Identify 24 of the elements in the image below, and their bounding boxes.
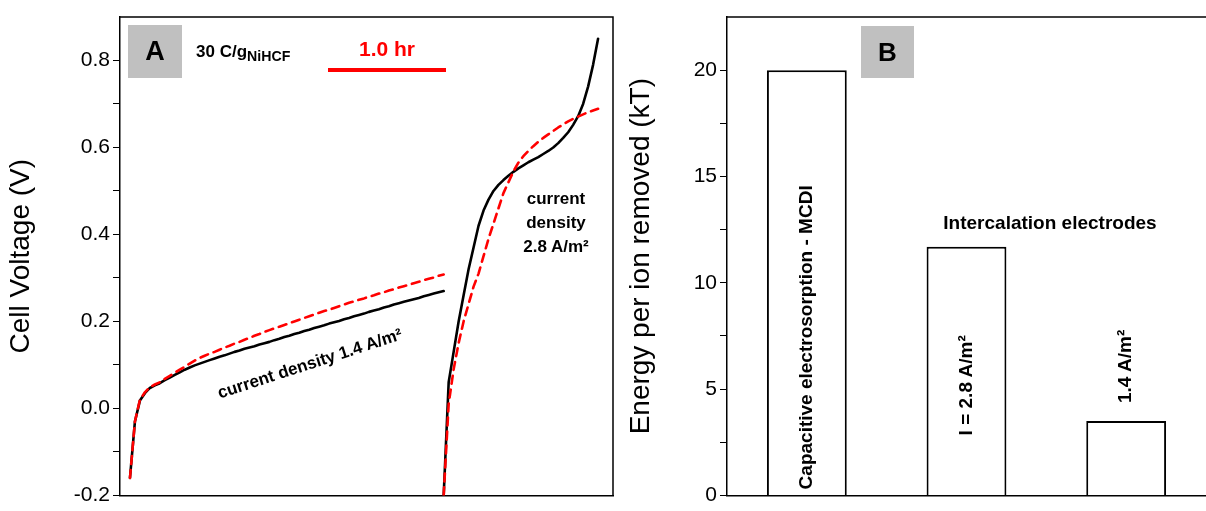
line-series xyxy=(442,107,600,496)
y-tick-label: 10 xyxy=(693,269,717,293)
label-box: B xyxy=(861,26,914,78)
y-axis-title: Energy per ion removed (kT) xyxy=(623,78,655,435)
x-tick-label: Capacitive electrosorption - MCDI xyxy=(795,185,817,490)
y-tick-label: 0.2 xyxy=(80,308,110,332)
annotation: current density 1.4 A/m² xyxy=(214,323,406,405)
annotation: 30 C/g$_{NiHCF}$ xyxy=(196,42,291,65)
y-tick-label: 5 xyxy=(705,375,717,399)
y-tick-label: -0.2 xyxy=(73,482,110,506)
y-tick-label: 15 xyxy=(693,163,717,187)
y-tick-label: 0.4 xyxy=(80,221,111,245)
y-axis-title: Cell Voltage (V) xyxy=(3,158,35,354)
y-tick-label: 0.0 xyxy=(80,395,110,419)
x-tick-label: I = 2.8 A/m² xyxy=(954,335,976,436)
y-tick-label: 0.6 xyxy=(80,134,110,158)
label-box: A xyxy=(128,25,182,78)
x-tick-label: 1.4 A/m² xyxy=(1114,329,1136,403)
y-tick-label: 20 xyxy=(693,56,717,80)
annotation: Intercalation electrodes xyxy=(942,212,1158,234)
annotation: current density 2.8 A/m² xyxy=(522,188,590,258)
y-tick-label: 0 xyxy=(705,482,717,506)
y-tick-label: 0.8 xyxy=(80,47,110,71)
annotation: 1.0 hr xyxy=(358,37,416,61)
